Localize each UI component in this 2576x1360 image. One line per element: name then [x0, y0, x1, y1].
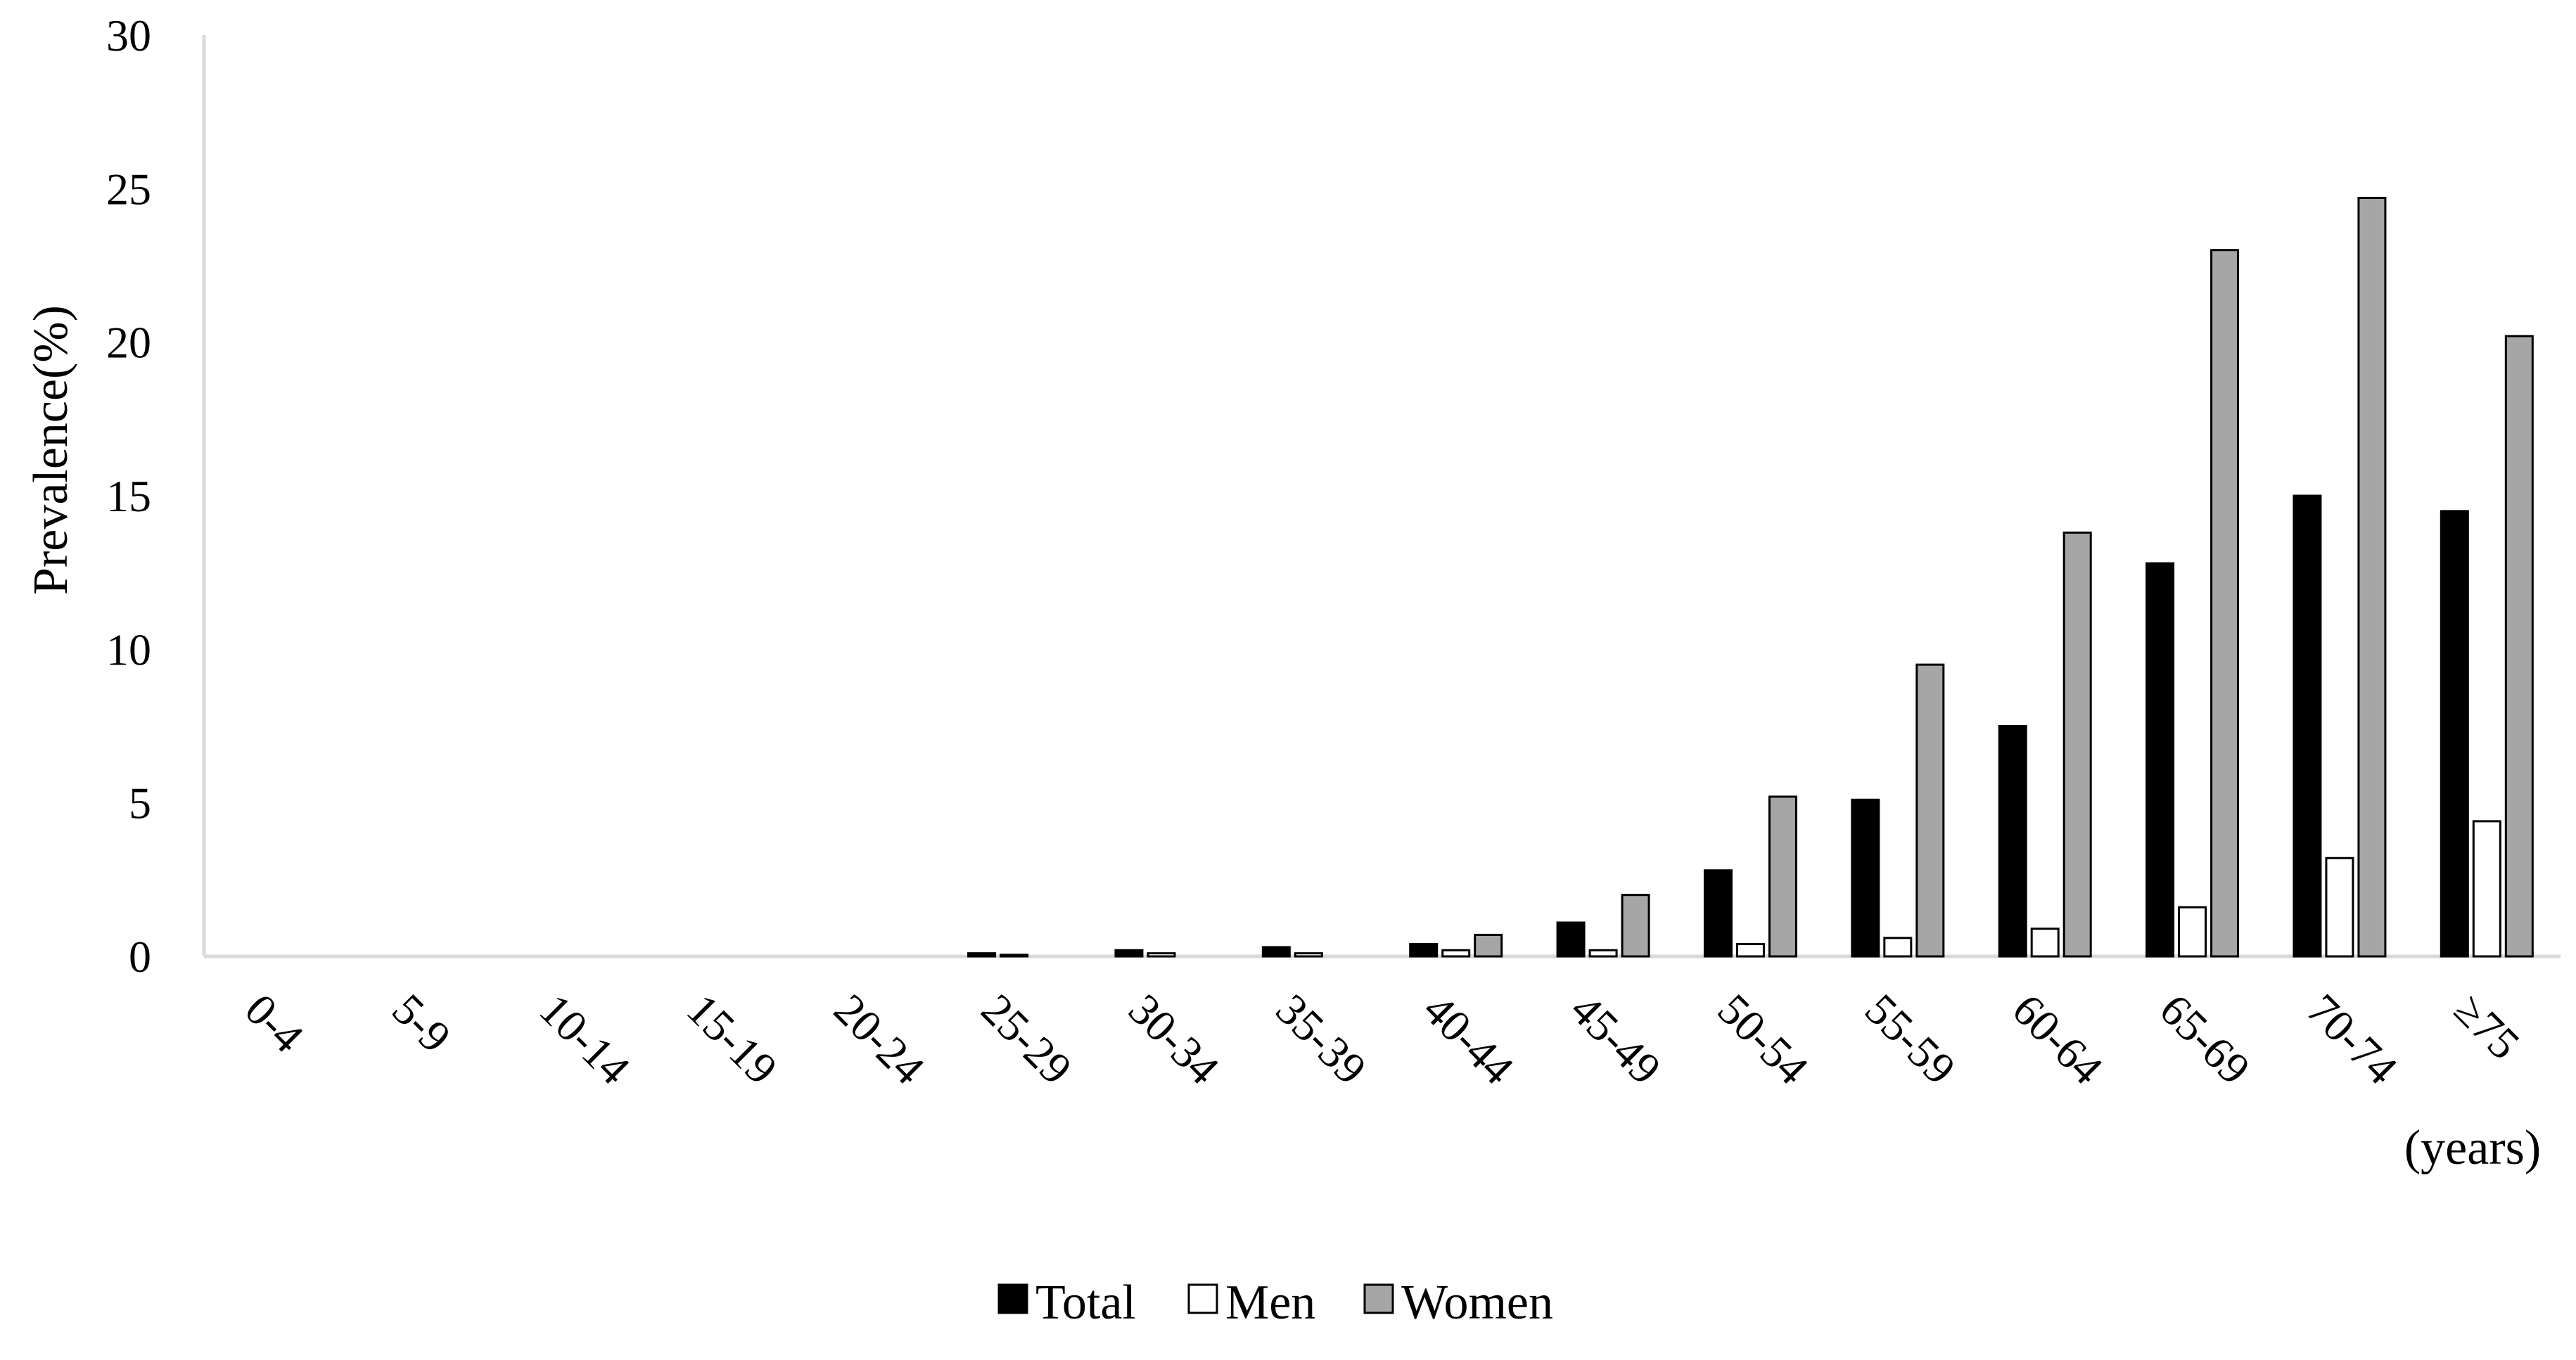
legend: Total Men Women [997, 1276, 1553, 1330]
bar-total-7 [1261, 946, 1291, 958]
y-tick-label: 10 [106, 624, 151, 674]
bars [967, 196, 2534, 958]
bar-women-14 [2357, 196, 2387, 958]
bar-group-6 [1114, 949, 1176, 958]
bar-group-13 [2145, 249, 2240, 958]
bar-women-15 [2504, 335, 2534, 958]
bar-total-11 [1851, 798, 1880, 958]
bar-men-11 [1883, 937, 1913, 958]
y-tick-label: 5 [129, 778, 151, 828]
x-tick-label: 70-74 [2297, 984, 2407, 1094]
bar-group-14 [2293, 196, 2387, 958]
bar-total-6 [1114, 949, 1144, 958]
legend-swatch [1187, 1283, 1218, 1314]
y-tick-label: 20 [106, 318, 151, 368]
x-tick-label: 0-4 [236, 984, 314, 1063]
x-axis: 0-4 5-9 10-14 15-19 20-24 25-29 30-34 35-39 40-4… [204, 954, 2561, 1175]
x-tick-label: 10-14 [530, 984, 640, 1094]
y-tick-label: 0 [129, 932, 151, 982]
bar-total-14 [2293, 494, 2322, 958]
bar-women-13 [2210, 249, 2240, 958]
legend-item-men: Men [1187, 1276, 1315, 1330]
bar-women-10 [1768, 795, 1797, 958]
bar-group-9 [1556, 894, 1650, 958]
legend-item-women: Women [1363, 1276, 1553, 1330]
bar-men-7 [1294, 952, 1323, 958]
bar-total-10 [1703, 869, 1733, 958]
bar-group-15 [2440, 335, 2534, 958]
bar-total-9 [1556, 921, 1586, 958]
bar-women-9 [1621, 894, 1650, 958]
x-tick-label: 45-49 [1561, 984, 1671, 1094]
bar-total-13 [2145, 562, 2175, 958]
bar-men-5 [1000, 954, 1029, 958]
bar-men-14 [2325, 857, 2354, 958]
bar-men-15 [2472, 820, 2501, 958]
legend-swatch [1363, 1283, 1394, 1314]
bar-group-12 [1998, 531, 2092, 958]
bar-group-10 [1703, 795, 1797, 958]
bar-total-8 [1409, 943, 1439, 958]
x-tick-label: 65-69 [2150, 984, 2260, 1094]
x-tick-label: 40-44 [1414, 984, 1524, 1094]
bar-men-9 [1588, 949, 1618, 958]
x-tick-labels: 0-4 5-9 10-14 15-19 20-24 25-29 30-34 35-39 40-4… [236, 984, 2530, 1094]
y-tick-label: 15 [106, 471, 151, 521]
y-tick-labels: 0 5 10 15 20 25 30 [106, 11, 151, 982]
bar-group-7 [1261, 946, 1323, 958]
bar-men-10 [1735, 943, 1765, 958]
bar-women-11 [1915, 663, 1945, 958]
x-tick-label: 60-64 [2003, 984, 2112, 1094]
x-tick-label: 30-34 [1119, 984, 1229, 1094]
x-tick-label: 5-9 [383, 984, 461, 1063]
bar-men-12 [2030, 928, 2060, 958]
bar-men-6 [1147, 952, 1176, 958]
bar-men-13 [2178, 906, 2207, 958]
bar-total-12 [1998, 725, 2027, 958]
x-tick-label: 35-39 [1266, 984, 1376, 1094]
legend-label: Total [1035, 1276, 1136, 1330]
x-tick-label: 55-59 [1856, 984, 1965, 1094]
x-tick-label: ≥75 [2444, 984, 2529, 1069]
y-tick-label: 25 [106, 164, 151, 214]
x-tick-label: 50-54 [1709, 984, 1818, 1094]
legend-swatch [997, 1283, 1028, 1314]
bar-men-8 [1441, 949, 1471, 958]
bar-women-8 [1474, 933, 1503, 958]
bar-group-11 [1851, 663, 1945, 958]
bar-group-8 [1409, 933, 1503, 958]
legend-item-total: Total [997, 1276, 1136, 1330]
bar-group-5 [967, 952, 1029, 958]
bar-women-12 [2062, 531, 2092, 958]
x-axis-title: (years) [2404, 1121, 2541, 1175]
legend-label: Men [1225, 1276, 1315, 1330]
x-tick-label: 25-29 [972, 984, 1082, 1094]
x-tick-label: 15-19 [677, 984, 787, 1094]
y-axis: 0 5 10 15 20 25 30 Prevalence(%) [24, 11, 206, 982]
bar-total-15 [2440, 510, 2469, 958]
y-tick-label: 30 [106, 11, 151, 60]
legend-label: Women [1401, 1276, 1553, 1330]
x-tick-label: 20-24 [824, 984, 934, 1094]
y-axis-title: Prevalence(%) [24, 305, 78, 595]
bar-total-5 [967, 952, 997, 958]
